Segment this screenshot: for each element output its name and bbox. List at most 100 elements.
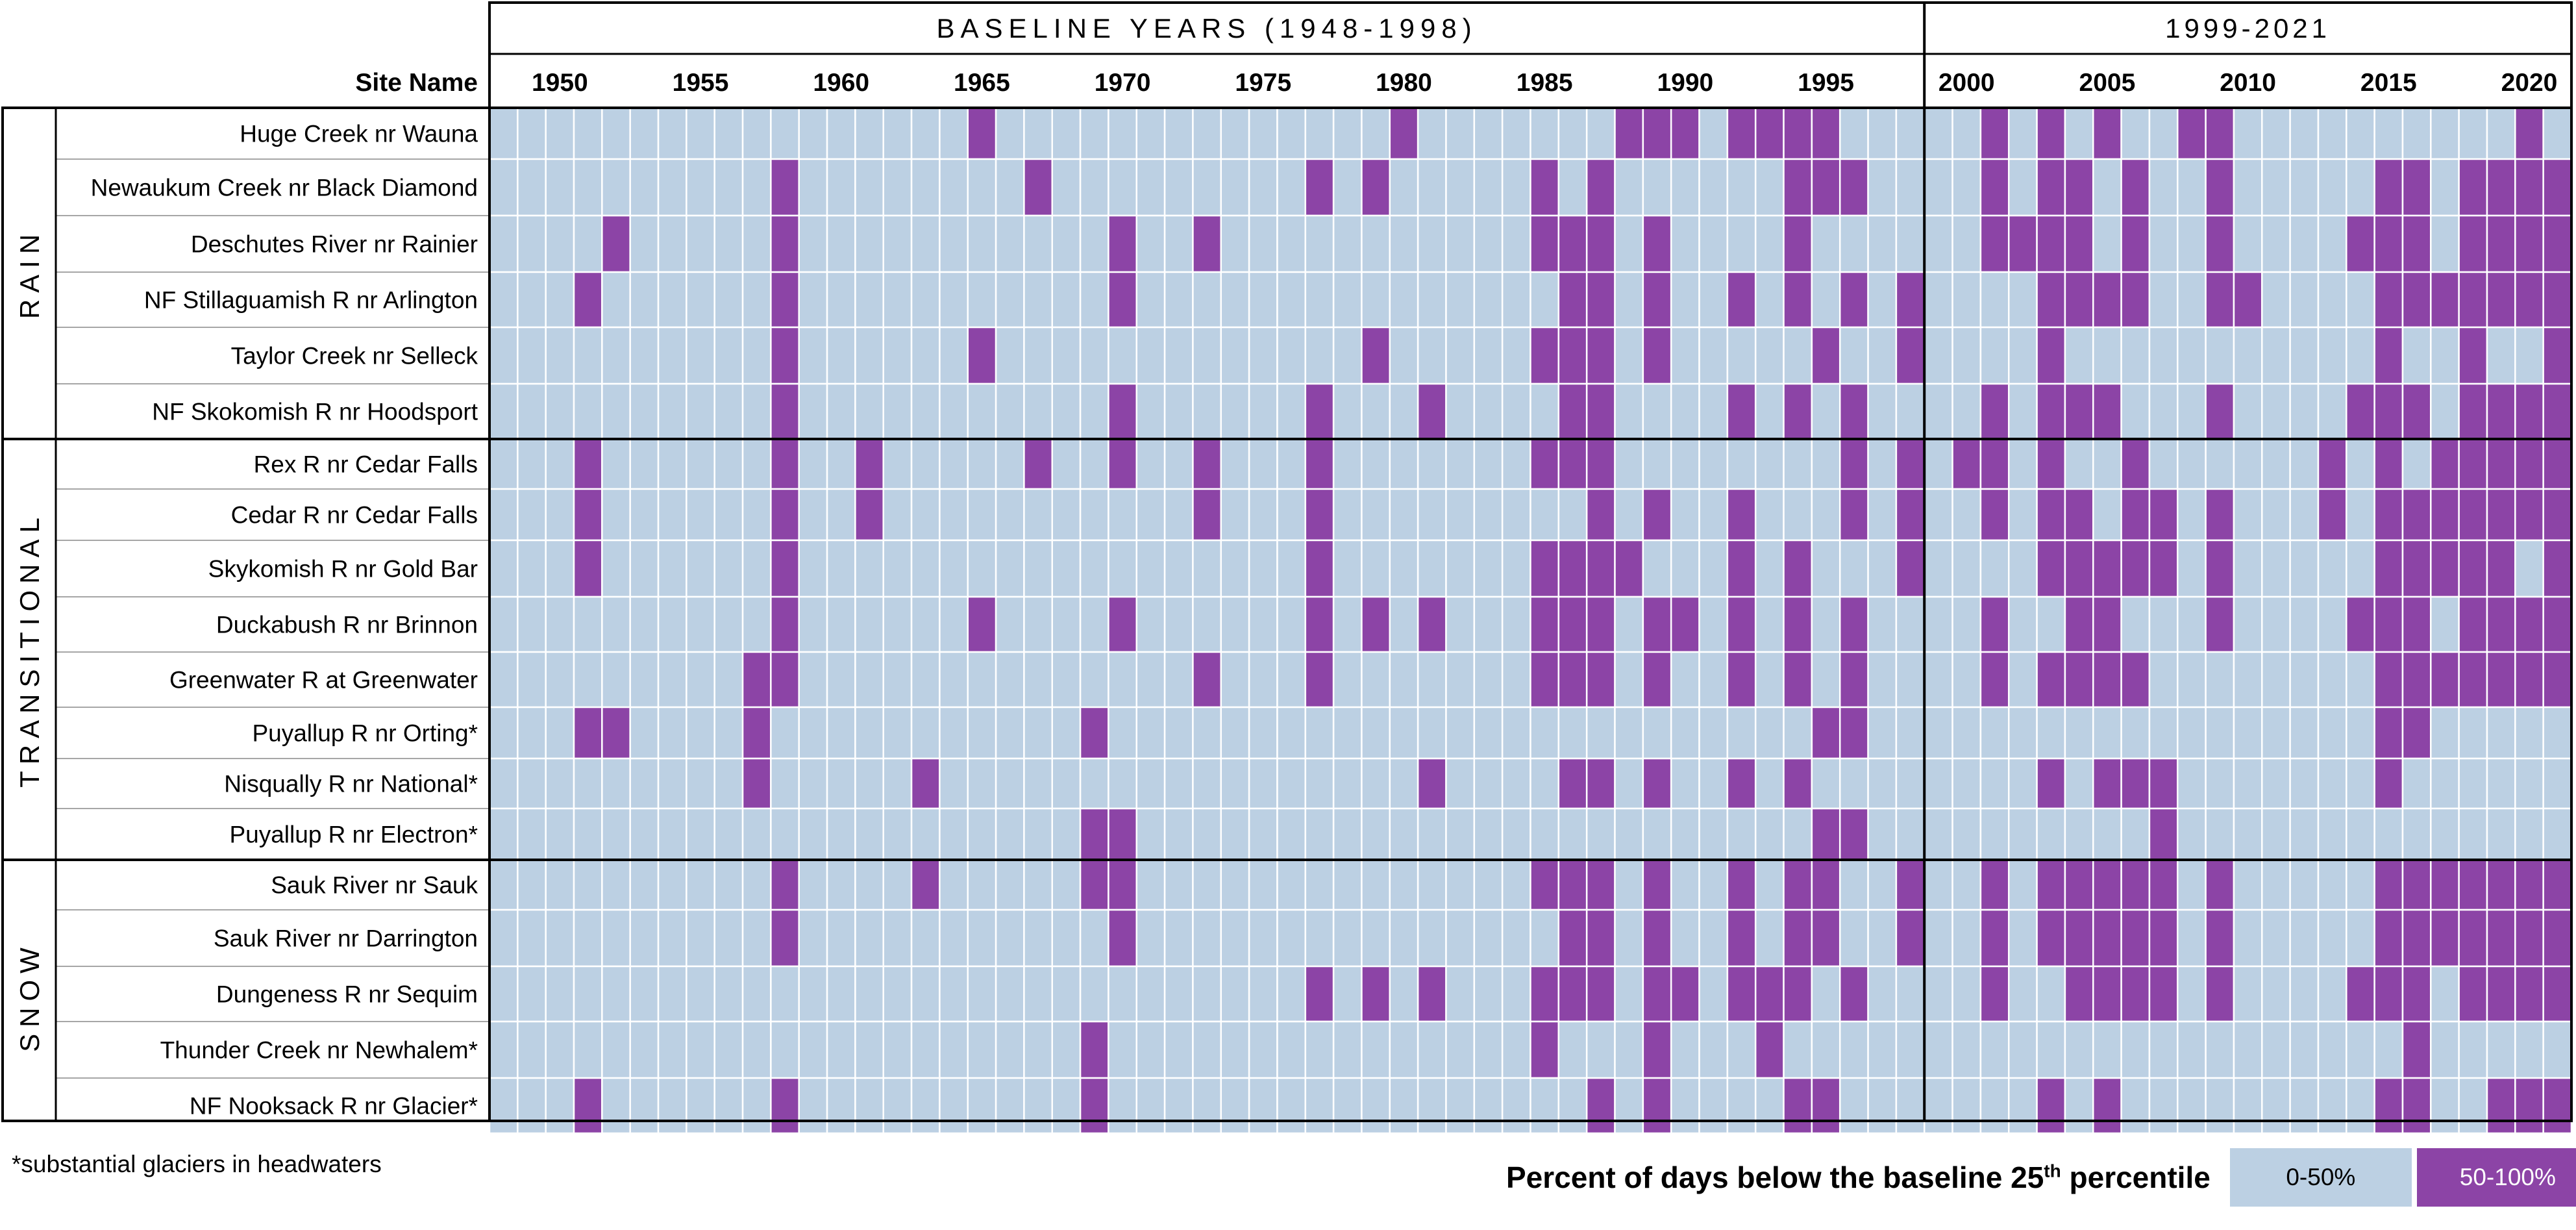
heatmap-cell bbox=[686, 807, 715, 861]
heatmap-cell bbox=[1276, 158, 1307, 217]
heatmap-cell bbox=[713, 807, 744, 861]
heatmap-cell bbox=[1276, 539, 1307, 598]
heatmap-cell bbox=[1585, 158, 1616, 217]
heatmap-cell bbox=[1051, 596, 1082, 653]
heatmap-cell bbox=[1248, 1077, 1278, 1135]
heatmap-cell bbox=[1051, 757, 1082, 810]
heatmap-cell bbox=[1670, 757, 1700, 810]
heatmap-cell bbox=[2373, 271, 2404, 329]
heatmap-cell bbox=[741, 757, 772, 810]
heatmap-cell bbox=[657, 539, 687, 598]
heatmap-cell bbox=[2401, 488, 2432, 542]
heatmap-cell bbox=[1445, 757, 1476, 810]
heatmap-cell bbox=[1557, 909, 1588, 968]
heatmap-cell bbox=[1163, 214, 1194, 273]
heatmap-cell bbox=[1923, 651, 1953, 709]
heatmap-cell bbox=[713, 596, 744, 653]
period-title: BASELINE YEARS (1948-1998) bbox=[937, 13, 1478, 44]
heatmap-cell bbox=[1783, 438, 1813, 490]
heatmap-cell bbox=[1473, 383, 1504, 440]
heatmap-cell bbox=[1248, 965, 1278, 1023]
heatmap-cell bbox=[2120, 1077, 2151, 1135]
heatmap-cell bbox=[1501, 438, 1531, 490]
heatmap-cell bbox=[1642, 859, 1672, 911]
heatmap-cell bbox=[770, 107, 800, 160]
heatmap-cell bbox=[1220, 1077, 1250, 1135]
heatmap-cell bbox=[2430, 438, 2460, 490]
heatmap-cell bbox=[1501, 1020, 1531, 1079]
group-label: TRANSITIONAL bbox=[14, 511, 45, 788]
heatmap-cell bbox=[545, 596, 575, 653]
heatmap-cell bbox=[1839, 488, 1869, 542]
heatmap-cell bbox=[939, 107, 969, 160]
heatmap-cell bbox=[1248, 757, 1278, 810]
heatmap-cell bbox=[2373, 909, 2404, 968]
heatmap-cell bbox=[1304, 1020, 1335, 1079]
heatmap-cell bbox=[1642, 326, 1672, 385]
heatmap-cell bbox=[1051, 326, 1082, 385]
heatmap-cell bbox=[657, 706, 687, 760]
heatmap-cell bbox=[2148, 859, 2179, 911]
heatmap-cell bbox=[2261, 214, 2291, 273]
heatmap-cell bbox=[1332, 271, 1363, 329]
heatmap-cell bbox=[770, 807, 800, 861]
heatmap-cell bbox=[686, 326, 715, 385]
heatmap-cell bbox=[2289, 706, 2320, 760]
heatmap-cell bbox=[826, 107, 856, 160]
heatmap-cell bbox=[1670, 1020, 1700, 1079]
heatmap-cell bbox=[1304, 1077, 1335, 1135]
heatmap-cell bbox=[2317, 326, 2347, 385]
heatmap-cell bbox=[545, 1077, 575, 1135]
heatmap-cell bbox=[2346, 965, 2375, 1023]
heatmap-cell bbox=[2261, 326, 2291, 385]
heatmap-cell bbox=[2458, 859, 2488, 911]
heatmap-cell bbox=[2007, 271, 2038, 329]
heatmap-cell bbox=[657, 859, 687, 911]
heatmap-cell bbox=[770, 706, 800, 760]
heatmap-cell bbox=[967, 488, 997, 542]
heatmap-cell bbox=[770, 271, 800, 329]
heatmap-cell bbox=[1670, 807, 1700, 861]
heatmap-cell bbox=[2458, 539, 2488, 598]
heatmap-cell bbox=[1079, 107, 1109, 160]
heatmap-cell bbox=[686, 965, 715, 1023]
heatmap-cell bbox=[2007, 326, 2038, 385]
heatmap-cell bbox=[2346, 859, 2375, 911]
heatmap-cell bbox=[854, 909, 884, 968]
heatmap-cell bbox=[1108, 214, 1138, 273]
heatmap-cell bbox=[2542, 271, 2573, 329]
heatmap-cell bbox=[1473, 859, 1504, 911]
heatmap-cell bbox=[1108, 596, 1138, 653]
heatmap-cell bbox=[1163, 1077, 1194, 1135]
heatmap-cell bbox=[1135, 965, 1166, 1023]
heatmap-cell bbox=[1698, 271, 1729, 329]
heatmap-cell bbox=[1839, 326, 1869, 385]
heatmap-cell bbox=[1530, 807, 1560, 861]
heatmap-cell bbox=[2092, 859, 2122, 911]
heatmap-cell bbox=[2486, 539, 2516, 598]
heatmap-cell bbox=[2430, 596, 2460, 653]
heatmap-cell bbox=[2120, 326, 2151, 385]
heatmap-cell bbox=[741, 158, 772, 217]
heatmap-cell bbox=[1754, 651, 1785, 709]
heatmap-cell bbox=[686, 1020, 715, 1079]
heatmap-cell bbox=[1557, 757, 1588, 810]
heatmap-cell bbox=[1220, 539, 1250, 598]
heatmap-cell bbox=[1445, 107, 1476, 160]
heatmap-cell bbox=[2486, 383, 2516, 440]
heatmap-cell bbox=[1473, 214, 1504, 273]
heatmap-cell bbox=[1361, 1020, 1391, 1079]
heatmap-cell bbox=[2148, 271, 2179, 329]
heatmap-cell bbox=[1839, 214, 1869, 273]
heatmap-cell bbox=[1670, 107, 1700, 160]
heatmap-cell bbox=[1135, 1077, 1166, 1135]
heatmap-cell bbox=[1783, 1077, 1813, 1135]
heatmap-cell bbox=[629, 383, 660, 440]
heatmap-cell bbox=[1361, 909, 1391, 968]
heatmap-cell bbox=[1332, 706, 1363, 760]
heatmap-cell bbox=[1051, 909, 1082, 968]
heatmap-cell bbox=[2373, 383, 2404, 440]
heatmap-cell bbox=[1895, 438, 1926, 490]
heatmap-cell bbox=[2120, 651, 2151, 709]
heatmap-cell bbox=[573, 651, 603, 709]
